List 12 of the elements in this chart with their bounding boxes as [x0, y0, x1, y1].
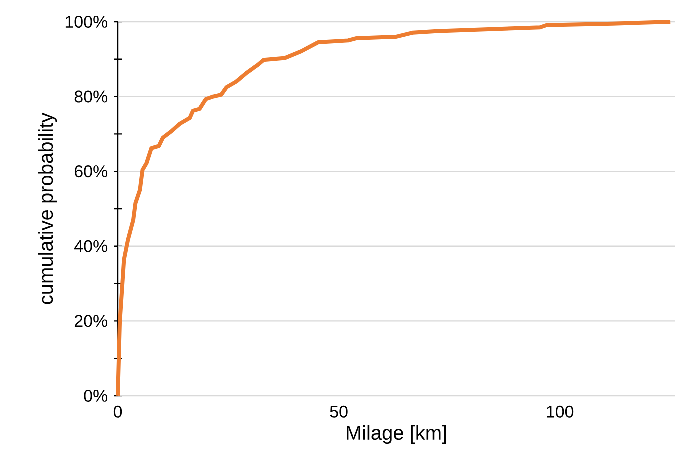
x-tick-label: 0 [114, 406, 122, 418]
y-axis-title: cumulative probability [38, 112, 58, 304]
y-tick-label: 40% [74, 240, 108, 252]
line-series [116, 20, 673, 398]
x-axis-title: Milage [km] [347, 425, 446, 444]
x-tick-label: 50 [330, 406, 348, 418]
y-tick-label: 60% [74, 166, 108, 178]
x-tick-label: 100 [547, 406, 574, 418]
y-tick-label: 100% [66, 16, 108, 28]
y-tick-label: 80% [74, 90, 108, 103]
y-tick-label: 20% [74, 315, 108, 328]
y-tick-label: 0% [84, 390, 108, 402]
